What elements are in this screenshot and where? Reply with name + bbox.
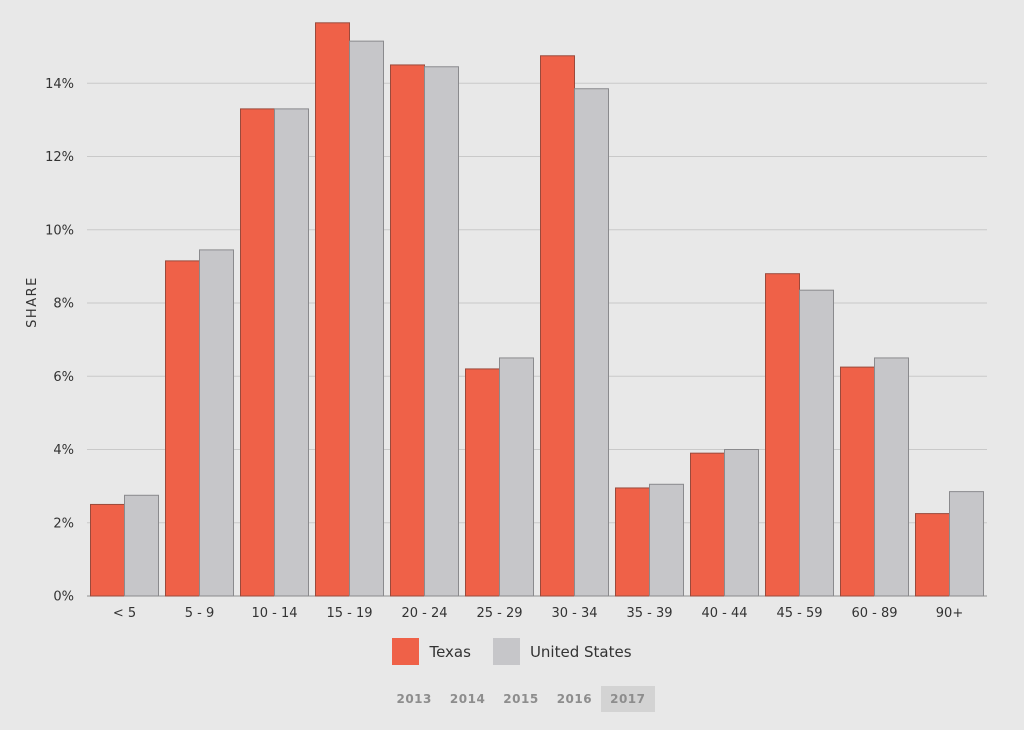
x-tick-label: 40 - 44 xyxy=(701,606,747,621)
bar-texas[interactable] xyxy=(165,260,200,597)
x-tick-label: 20 - 24 xyxy=(401,606,447,621)
y-axis-title: SHARE xyxy=(25,276,40,328)
x-tick-label: 45 - 59 xyxy=(776,606,822,621)
x-tick-label: 30 - 34 xyxy=(551,606,597,621)
year-button-2015[interactable]: 2015 xyxy=(494,686,547,712)
y-tick-label: 12% xyxy=(45,150,74,165)
bar-united-states[interactable] xyxy=(199,249,234,597)
legend-swatch-texas xyxy=(392,638,420,665)
bar-texas[interactable] xyxy=(90,503,125,597)
bar-united-states[interactable] xyxy=(499,357,534,597)
y-tick-label: 2% xyxy=(53,516,74,531)
year-button-2013[interactable]: 2013 xyxy=(387,686,440,712)
legend-swatch-united-states xyxy=(492,638,520,665)
y-tick-label: 14% xyxy=(45,77,74,92)
bar-texas[interactable] xyxy=(690,452,725,597)
y-tick-label: 8% xyxy=(53,297,74,312)
x-axis-ticks: < 5 5 - 9 10 - 14 15 - 19 20 - 24 25 - 29 30 -… xyxy=(113,606,963,621)
legend: Texas United States xyxy=(0,638,1024,665)
bar-texas[interactable] xyxy=(915,513,950,597)
bar-united-states[interactable] xyxy=(874,357,909,597)
legend-item-united-states[interactable]: United States xyxy=(492,638,632,665)
bar-united-states[interactable] xyxy=(574,88,609,597)
x-tick-label: 60 - 89 xyxy=(851,606,897,621)
y-tick-label: 0% xyxy=(53,590,74,605)
legend-item-texas[interactable]: Texas xyxy=(392,638,471,665)
x-tick-label: 5 - 9 xyxy=(185,606,215,621)
year-selector: 2013 2014 2015 2016 2017 xyxy=(0,686,1024,712)
year-button-2014[interactable]: 2014 xyxy=(441,686,494,712)
bar-texas[interactable] xyxy=(615,487,650,597)
x-tick-label: 90+ xyxy=(936,606,963,621)
bar-united-states[interactable] xyxy=(799,289,834,597)
bar-united-states[interactable] xyxy=(649,483,684,597)
bar-texas[interactable] xyxy=(840,366,875,597)
bar-texas[interactable] xyxy=(765,273,800,597)
bars xyxy=(90,22,984,597)
x-tick-label: 25 - 29 xyxy=(476,606,522,621)
bar-texas[interactable] xyxy=(465,368,500,597)
y-tick-label: 10% xyxy=(45,223,74,238)
bar-united-states[interactable] xyxy=(949,491,984,597)
y-tick-label: 4% xyxy=(53,443,74,458)
x-tick-label: 35 - 39 xyxy=(626,606,672,621)
y-tick-label: 6% xyxy=(53,370,74,385)
bar-texas[interactable] xyxy=(240,108,275,597)
bar-united-states[interactable] xyxy=(724,449,759,597)
x-tick-label: 15 - 19 xyxy=(326,606,372,621)
bar-texas[interactable] xyxy=(315,22,350,597)
year-button-2016[interactable]: 2016 xyxy=(548,686,601,712)
bar-united-states[interactable] xyxy=(124,494,159,597)
bar-texas[interactable] xyxy=(540,55,575,597)
x-tick-label: 10 - 14 xyxy=(251,606,297,621)
bar-texas[interactable] xyxy=(390,64,425,597)
y-axis-ticks: 0% 2% 4% 6% 8% 10% 12% 14% xyxy=(45,77,74,605)
year-button-2017[interactable]: 2017 xyxy=(601,686,655,712)
legend-label-texas: Texas xyxy=(429,642,471,661)
bar-united-states[interactable] xyxy=(349,40,384,597)
x-tick-label: < 5 xyxy=(113,606,136,621)
legend-label-united-states: United States xyxy=(529,642,632,661)
bar-chart: 0% 2% 4% 6% 8% 10% 12% 14% < 5 5 - 9 10 - 14 15 - … xyxy=(25,22,987,621)
bar-united-states[interactable] xyxy=(424,66,459,597)
grid-lines xyxy=(87,82,987,597)
bar-united-states[interactable] xyxy=(274,108,309,597)
